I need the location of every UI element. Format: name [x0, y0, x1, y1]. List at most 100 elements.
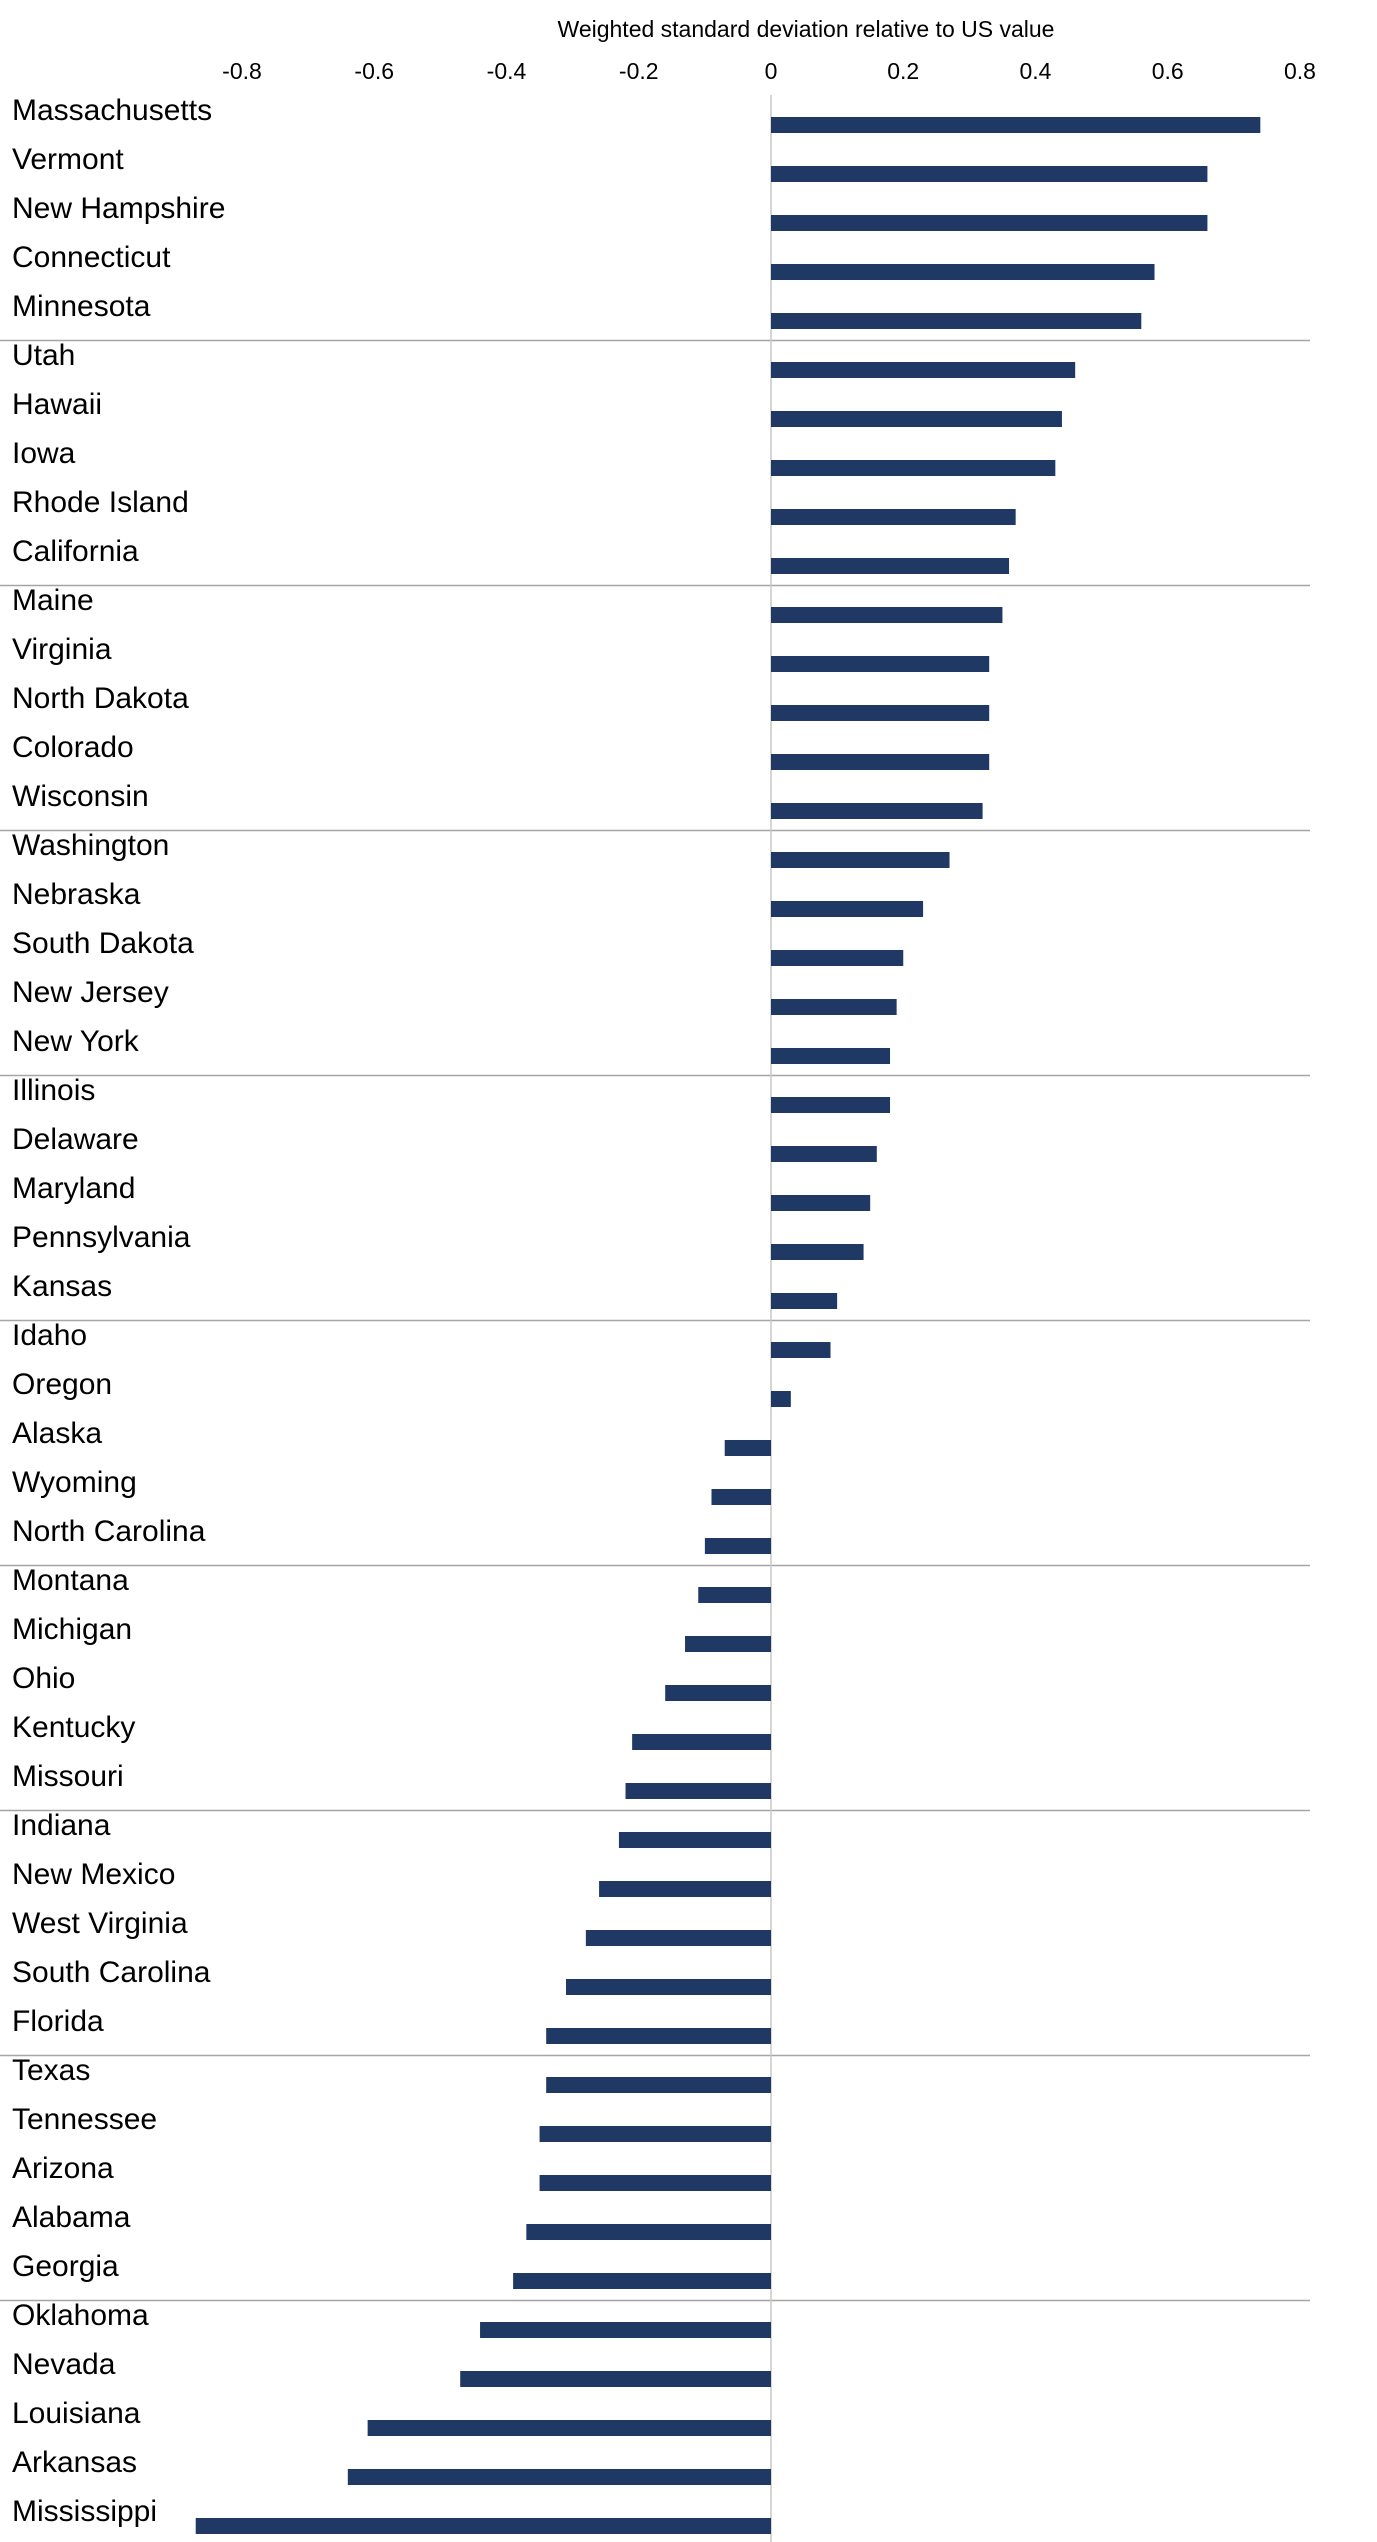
bar: [771, 509, 1016, 525]
bar: [771, 1048, 891, 1064]
category-label: Louisiana: [12, 2397, 141, 2430]
bar: [566, 1979, 771, 1995]
category-label: North Dakota: [12, 682, 189, 715]
bar: [539, 2175, 771, 2191]
category-label: New Jersey: [12, 976, 169, 1009]
category-label: Maryland: [12, 1172, 135, 1205]
category-label: New Hampshire: [12, 192, 225, 225]
bar: [698, 1587, 771, 1603]
bar: [771, 1244, 864, 1260]
category-label: Washington: [12, 829, 169, 862]
category-label: Massachusetts: [12, 94, 212, 127]
bar: [724, 1440, 771, 1456]
category-label: Idaho: [12, 1319, 87, 1352]
category-label: Alabama: [12, 2201, 131, 2234]
x-tick-label: 0: [765, 58, 778, 84]
category-label: West Virginia: [12, 1907, 188, 1940]
bar: [771, 1293, 838, 1309]
category-label: Michigan: [12, 1613, 132, 1646]
bar: [513, 2273, 771, 2289]
category-label: Illinois: [12, 1074, 95, 1107]
bar: [771, 411, 1062, 427]
category-label: Kentucky: [12, 1711, 135, 1744]
x-tick-label: 0.8: [1284, 58, 1316, 84]
bar: [599, 1881, 771, 1897]
bar: [665, 1685, 771, 1701]
bar: [526, 2224, 771, 2240]
category-label: Nebraska: [12, 878, 141, 911]
category-label: New Mexico: [12, 1858, 175, 1891]
bar: [771, 901, 924, 917]
bar: [771, 117, 1261, 133]
category-label: Alaska: [12, 1417, 102, 1450]
category-label: South Carolina: [12, 1956, 211, 1989]
category-label: Texas: [12, 2054, 90, 2087]
bar: [771, 1097, 891, 1113]
category-label: Nevada: [12, 2348, 116, 2381]
bar: [771, 1146, 877, 1162]
bar: [460, 2371, 771, 2387]
category-label: Virginia: [12, 633, 112, 666]
bar: [771, 803, 983, 819]
bar: [771, 1342, 831, 1358]
bar: [771, 1391, 791, 1407]
x-tick-label: -0.8: [222, 58, 262, 84]
bar: [539, 2126, 771, 2142]
category-label: South Dakota: [12, 927, 194, 960]
category-label: New York: [12, 1025, 140, 1058]
category-label: Colorado: [12, 731, 134, 764]
bar: [632, 1734, 771, 1750]
bar: [480, 2322, 771, 2338]
bar: [546, 2077, 771, 2093]
bar: [771, 607, 1003, 623]
category-label: Georgia: [12, 2250, 119, 2283]
x-tick-labels: -0.8 -0.6 -0.4 -0.2 0 0.2 0.4 0.6 0.8: [222, 58, 1316, 84]
bar: [771, 705, 990, 721]
bar: [771, 264, 1155, 280]
category-label: Wisconsin: [12, 780, 149, 813]
bar: [367, 2420, 771, 2436]
category-label: Utah: [12, 339, 75, 372]
bar: [685, 1636, 771, 1652]
x-tick-label: -0.6: [354, 58, 394, 84]
bar: [771, 313, 1142, 329]
x-tick-label: 0.2: [887, 58, 919, 84]
category-label: Wyoming: [12, 1466, 137, 1499]
chart-title: Weighted standard deviation relative to …: [558, 16, 1055, 42]
category-label: Arizona: [12, 2152, 114, 2185]
bar: [771, 1195, 871, 1211]
category-label: Oklahoma: [12, 2299, 149, 2332]
bar: [771, 950, 904, 966]
bar: [711, 1489, 771, 1505]
x-tick-label: 0.6: [1152, 58, 1184, 84]
x-tick-label: 0.4: [1020, 58, 1052, 84]
category-label: Delaware: [12, 1123, 139, 1156]
category-label: Indiana: [12, 1809, 111, 1842]
category-label: Iowa: [12, 437, 76, 470]
bar: [771, 656, 990, 672]
bar: [704, 1538, 771, 1554]
category-label: Kansas: [12, 1270, 112, 1303]
bar: [771, 754, 990, 770]
category-label: North Carolina: [12, 1515, 206, 1548]
category-label: Hawaii: [12, 388, 102, 421]
category-label: Pennsylvania: [12, 1221, 191, 1254]
category-label: Rhode Island: [12, 486, 189, 519]
bar: [771, 460, 1056, 476]
bar: [771, 166, 1208, 182]
category-label: Connecticut: [12, 241, 171, 274]
category-label: Montana: [12, 1564, 129, 1597]
bar: [625, 1783, 771, 1799]
category-label: Oregon: [12, 1368, 112, 1401]
bar: [347, 2469, 771, 2485]
category-labels: Massachusetts Vermont New Hampshire Connect…: [12, 94, 225, 2528]
bar: [546, 2028, 771, 2044]
bar: [195, 2518, 771, 2534]
group-separators: [0, 339, 1310, 2302]
category-label: Tennessee: [12, 2103, 157, 2136]
bar: [771, 362, 1076, 378]
bar: [618, 1832, 771, 1848]
bars: [195, 117, 1261, 2534]
category-label: Mississippi: [12, 2495, 157, 2528]
